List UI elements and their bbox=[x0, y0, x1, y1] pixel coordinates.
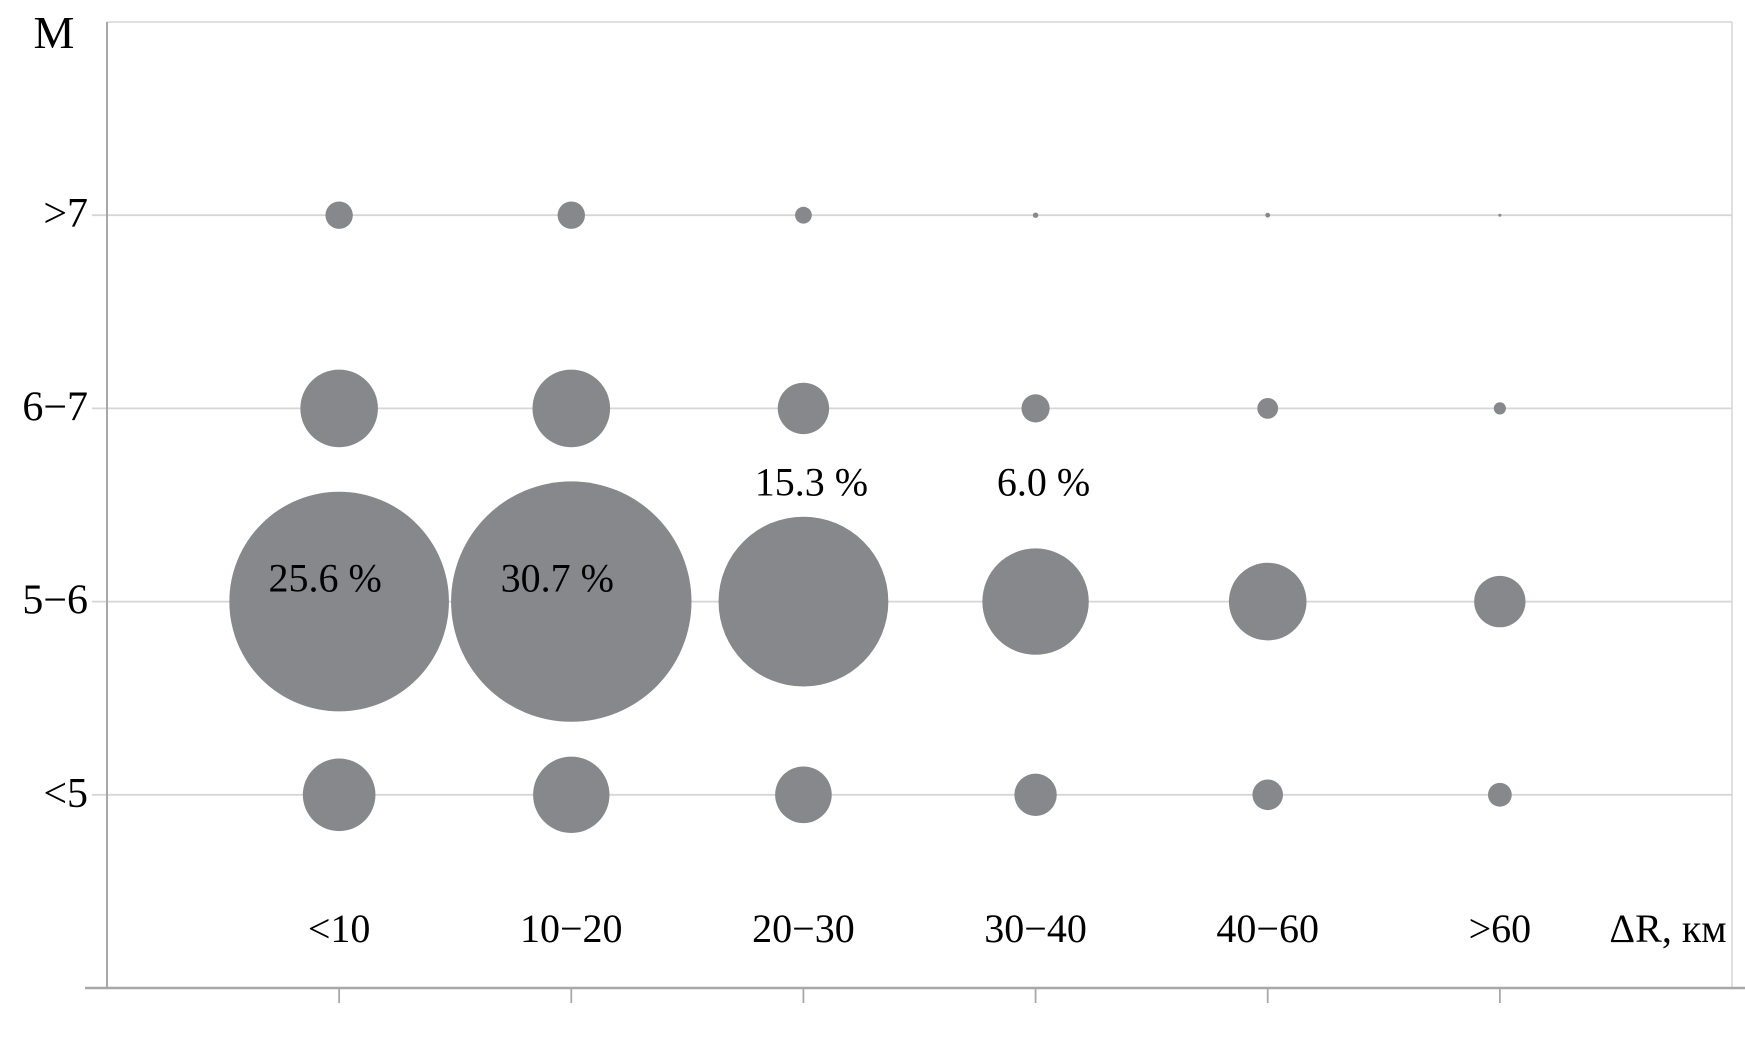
x-tick-label: 30−40 bbox=[984, 906, 1087, 951]
bubble-row2-col2 bbox=[532, 369, 611, 448]
bubble-row1-col2 bbox=[557, 201, 585, 229]
bubble-row3-col6 bbox=[1474, 575, 1526, 628]
bubble-data-label: 15.3 % bbox=[755, 460, 868, 505]
y-tick-label: <5 bbox=[43, 771, 88, 817]
bubble-row3-col5 bbox=[1228, 562, 1307, 641]
bubble-row3-col2 bbox=[451, 481, 692, 722]
tick-labels: <10 10−20 20−30 30−40 40−60 >60 >7 6−7 5−6 <5 bbox=[22, 191, 1531, 951]
bubble-row1-col4 bbox=[1032, 212, 1039, 218]
x-tick-label: 40−60 bbox=[1216, 906, 1319, 951]
bubble-row4-col6 bbox=[1487, 782, 1512, 807]
y-tick-label: 6−7 bbox=[22, 384, 88, 430]
bubble-row3-col1 bbox=[229, 491, 449, 712]
bubble-row1-col5 bbox=[1265, 212, 1271, 218]
bubble-row4-col4 bbox=[1014, 773, 1057, 816]
bubble-row4-col3 bbox=[775, 766, 832, 824]
bubble-row4-col1 bbox=[302, 758, 376, 832]
y-tick-label: >7 bbox=[43, 191, 88, 237]
y-axis-title: M bbox=[34, 7, 75, 58]
bubble-row3-col4 bbox=[982, 548, 1089, 655]
x-tick-label: 10−20 bbox=[520, 906, 623, 951]
bubbles bbox=[229, 201, 1526, 833]
bubble-row3-col3 bbox=[718, 516, 889, 687]
bubble-data-label: 6.0 % bbox=[997, 460, 1090, 505]
bubble-row2-col6 bbox=[1493, 402, 1506, 415]
bubble-row2-col3 bbox=[777, 382, 830, 435]
bubble-row2-col5 bbox=[1257, 398, 1279, 419]
axes bbox=[85, 22, 1745, 1003]
bubble-row1-col3 bbox=[795, 206, 812, 224]
x-axis-title: ΔR, км bbox=[1609, 906, 1726, 951]
bubble-row2-col1 bbox=[300, 369, 378, 448]
bubble-row1-col1 bbox=[325, 201, 353, 229]
bubble-data-label: 30.7 % bbox=[501, 556, 614, 601]
bubble-row1-col6 bbox=[1498, 213, 1502, 217]
x-tick-label: 20−30 bbox=[752, 906, 855, 951]
bubble-row4-col5 bbox=[1252, 779, 1284, 811]
bubble-data-label: 25.6 % bbox=[268, 556, 381, 601]
y-tick-label: 5−6 bbox=[22, 578, 88, 624]
x-tick-label: >60 bbox=[1469, 906, 1532, 951]
bubble-row2-col4 bbox=[1021, 394, 1050, 423]
data-labels: 25.6 % 30.7 % 15.3 % 6.0 % bbox=[268, 460, 1090, 601]
bubble-row4-col2 bbox=[533, 756, 610, 833]
x-tick-label: <10 bbox=[308, 906, 371, 951]
